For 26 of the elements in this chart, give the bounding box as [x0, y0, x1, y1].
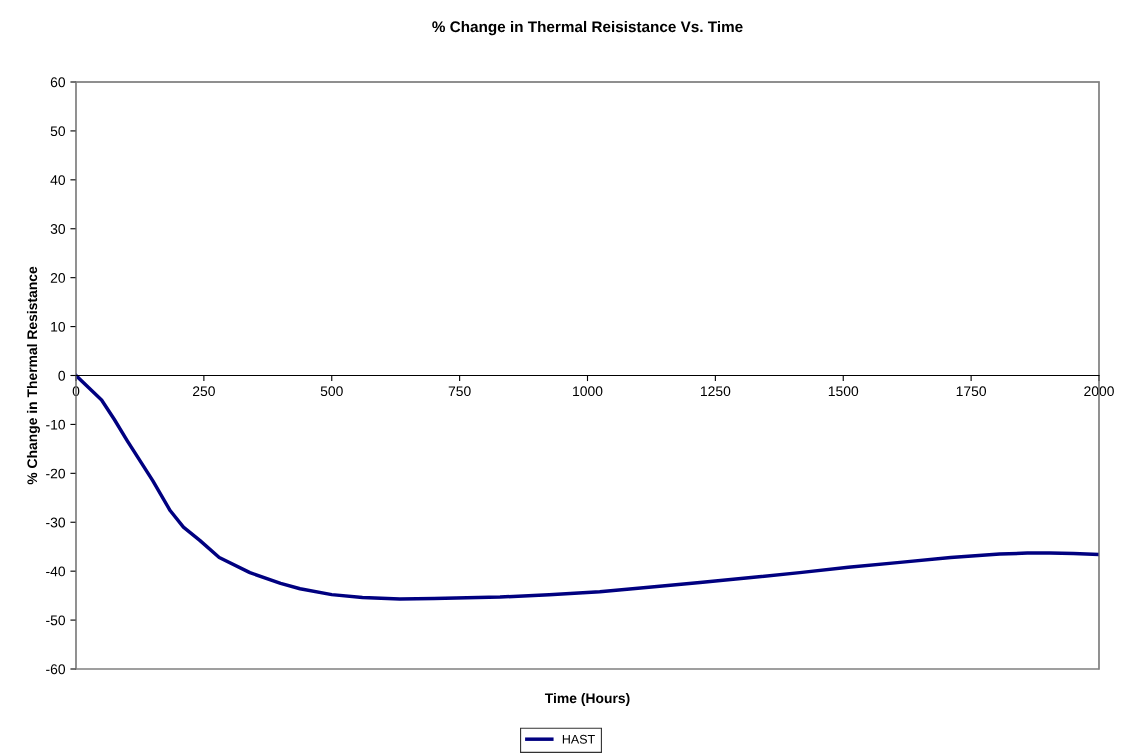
- y-axis-title: % Change in Thermal Resistance: [26, 266, 40, 485]
- y-tick-label: -30: [46, 517, 66, 528]
- y-tick-label: -40: [46, 566, 66, 577]
- x-tick-label: 2000: [1084, 386, 1114, 397]
- x-tick-label: 1250: [700, 386, 731, 397]
- y-tick-label: 60: [50, 77, 66, 88]
- x-tick-label: 1000: [573, 386, 603, 397]
- y-tick-label: 10: [51, 321, 66, 332]
- y-tick-label: 50: [50, 126, 66, 137]
- y-tick-label: 30: [50, 224, 66, 234]
- y-tick-label: -10: [46, 419, 66, 430]
- x-tick-label: 1750: [956, 386, 987, 397]
- x-axis-title: Time (Hours): [544, 692, 630, 706]
- y-tick-label: 40: [50, 175, 66, 185]
- y-tick-label: -60: [46, 664, 66, 675]
- x-tick-label: 750: [448, 386, 471, 397]
- x-tick-label: 1500: [828, 386, 859, 397]
- y-tick-label: -50: [46, 615, 66, 626]
- y-tick-label: 20: [50, 273, 66, 283]
- chart-title: % Change in Thermal Reisistance Vs. Time: [432, 20, 743, 36]
- y-tick-label: -20: [46, 468, 66, 479]
- legend-label: HAST: [562, 734, 595, 744]
- y-tick-label: 0: [58, 370, 66, 381]
- x-tick-label: 250: [192, 386, 215, 397]
- x-tick-label: 0: [72, 386, 80, 397]
- x-tick-label: 500: [320, 386, 343, 397]
